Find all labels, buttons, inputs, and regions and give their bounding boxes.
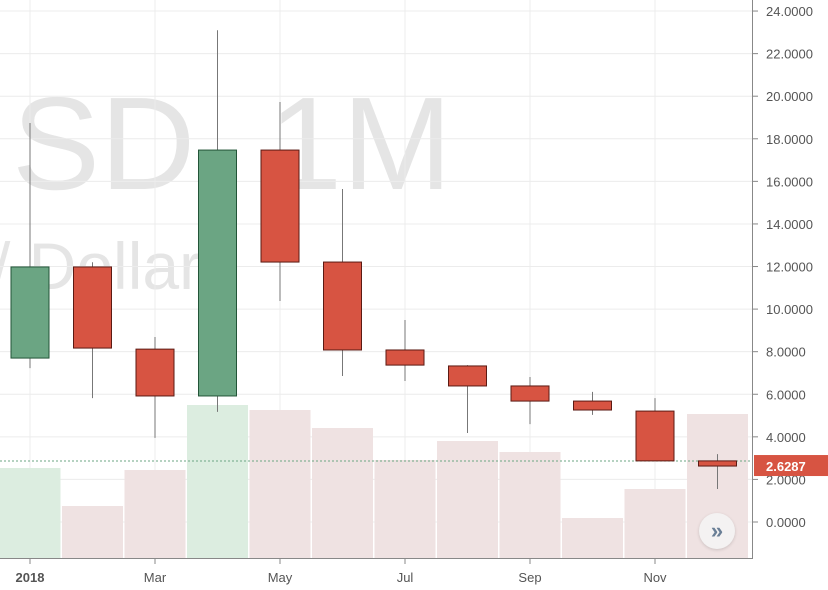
y-tick-label: 10.0000: [766, 302, 813, 317]
volume-bar: [124, 470, 186, 558]
y-tick-label: 0.0000: [766, 515, 806, 530]
candle-body: [385, 349, 425, 366]
candle-body: [260, 149, 300, 263]
last-price-badge: [754, 455, 828, 477]
y-tick-label: 18.0000: [766, 132, 813, 147]
volume-bar: [374, 460, 436, 558]
y-tick-label: 4.0000: [766, 430, 806, 445]
volume-bar: [312, 428, 373, 558]
candle-body: [448, 365, 487, 387]
last-price-label: 2.6287: [766, 459, 806, 474]
candle-body: [73, 266, 112, 349]
scroll-to-latest-button[interactable]: »: [699, 513, 735, 549]
x-tick-label: 2018: [16, 570, 45, 585]
x-tick-label: Sep: [518, 570, 541, 585]
y-tick-label: 16.0000: [766, 174, 813, 189]
volume-bar: [437, 441, 498, 558]
y-tick-label: 22.0000: [766, 47, 813, 62]
y-tick-label: 24.0000: [766, 4, 813, 19]
candle-body: [573, 400, 612, 411]
x-tick-label: Mar: [144, 570, 167, 585]
candle-body: [510, 385, 550, 402]
candle-body: [635, 410, 675, 462]
double-chevron-right-icon: »: [710, 518, 724, 543]
volume-bar: [0, 468, 61, 558]
volume-bar: [62, 506, 123, 558]
candle-body: [198, 149, 237, 397]
volume-bar: [249, 410, 311, 558]
candle-body: [135, 348, 175, 397]
volume-bar: [624, 489, 686, 558]
x-tick-label: May: [268, 570, 293, 585]
y-tick-label: 12.0000: [766, 260, 813, 275]
candle-body: [323, 261, 362, 351]
x-tick-label: Jul: [397, 570, 414, 585]
candle-body: [10, 266, 50, 359]
y-tick-label: 2.0000: [766, 472, 806, 487]
volume-bar: [499, 452, 561, 558]
candle-body: [698, 460, 737, 467]
y-tick-label: 8.0000: [766, 345, 806, 360]
volume-bar: [562, 518, 623, 558]
y-tick-label: 6.0000: [766, 387, 806, 402]
y-tick-label: 14.0000: [766, 217, 813, 232]
y-tick-label: 20.0000: [766, 89, 813, 104]
x-tick-label: Nov: [643, 570, 667, 585]
volume-bar: [187, 405, 248, 558]
